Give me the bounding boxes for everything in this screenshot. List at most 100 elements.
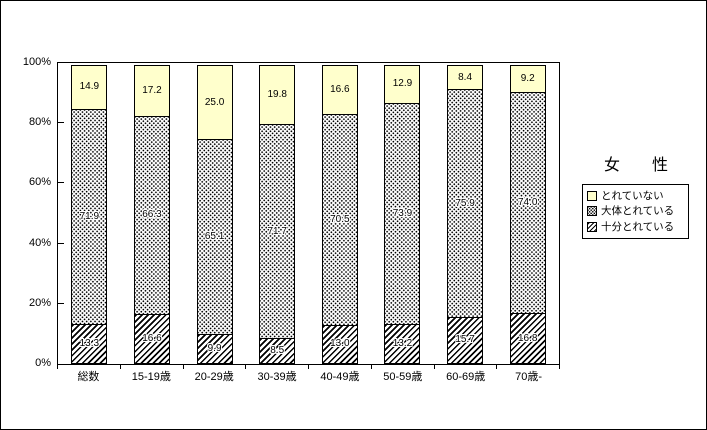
segment-value-label: 16.6 bbox=[142, 333, 162, 345]
bar-segment: 12.9 bbox=[384, 65, 421, 104]
legend-item-not-taken: とれていない bbox=[587, 190, 684, 202]
bar-segment: 71.7 bbox=[259, 123, 296, 340]
segment-value-label: 65.1 bbox=[204, 231, 225, 243]
bar-segment: 14.9 bbox=[71, 65, 108, 110]
segment-value-label: 14.9 bbox=[79, 81, 100, 93]
plot-area: 14.9 71.9 13.3 17.2 66.3 16.6 25.0 65.1 9.9 19.8 7… bbox=[57, 62, 560, 365]
stacked-bar: 14.9 71.9 13.3 bbox=[71, 63, 108, 364]
segment-value-label: 13.2 bbox=[392, 338, 413, 350]
bar-segment: 75.9 bbox=[447, 89, 484, 318]
legend-swatch-hatch-icon bbox=[587, 222, 597, 233]
x-axis-category-label: 60-69歳 bbox=[446, 371, 486, 383]
stacked-bar: 8.4 75.9 15.7 bbox=[447, 63, 484, 364]
y-axis-tick-label: 20% bbox=[28, 296, 51, 309]
y-axis-tick bbox=[58, 182, 64, 183]
segment-value-label: 16.6 bbox=[330, 83, 350, 95]
x-axis-tick bbox=[434, 365, 435, 369]
bar-segment: 17.2 bbox=[133, 65, 170, 117]
segment-value-label: 74.0 bbox=[517, 197, 538, 209]
x-axis-category-label: 70歳- bbox=[515, 371, 543, 383]
bar-segment: 16.6 bbox=[133, 314, 170, 364]
segment-value-label: 75.9 bbox=[455, 197, 475, 209]
segment-value-label: 8.5 bbox=[270, 345, 285, 357]
bar-segment: 13.0 bbox=[321, 324, 358, 364]
bar-segment: 66.3 bbox=[133, 115, 170, 316]
chart-title: 女 性 bbox=[603, 157, 676, 174]
segment-value-label: 15.7 bbox=[455, 334, 475, 346]
stacked-bar: 12.9 73.9 13.2 bbox=[384, 63, 421, 364]
segment-value-label: 13.0 bbox=[330, 338, 350, 350]
bar-slot: 17.2 66.3 16.6 bbox=[121, 63, 184, 364]
segment-value-label: 71.9 bbox=[79, 210, 100, 222]
bar-slot: 12.9 73.9 13.2 bbox=[371, 63, 434, 364]
legend-item-mostly-taken: 大体とれている bbox=[587, 205, 684, 217]
bar-slot: 16.6 70.5 13.0 bbox=[309, 63, 372, 364]
stacked-bar: 9.2 74.0 16.8 bbox=[509, 63, 546, 364]
y-axis-tick-label: 60% bbox=[28, 176, 51, 189]
legend-swatch-dots-icon bbox=[587, 206, 597, 217]
y-axis-tick-label: 0% bbox=[35, 357, 51, 369]
legend-label: 十分とれている bbox=[601, 221, 675, 234]
legend-swatch-yellow-icon bbox=[587, 190, 597, 201]
segment-value-label: 9.2 bbox=[520, 72, 535, 84]
bar-segment: 8.5 bbox=[259, 338, 296, 364]
y-axis-tick-label: 40% bbox=[28, 236, 51, 249]
x-axis-tick bbox=[371, 365, 372, 369]
segment-value-label: 12.9 bbox=[392, 78, 413, 90]
x-axis-tick bbox=[57, 365, 58, 369]
x-axis-tick bbox=[120, 365, 121, 369]
x-axis-labels: 総数 15-19歳 20-29歳 30-39歳 40-49歳 50-59歳 60-69歳 70… bbox=[57, 371, 560, 384]
bar-segment: 16.6 bbox=[321, 65, 358, 115]
x-axis-tick bbox=[245, 365, 246, 369]
segment-value-label: 8.4 bbox=[458, 71, 473, 83]
bar-segment: 13.3 bbox=[71, 324, 108, 364]
stacked-bar: 25.0 65.1 9.9 bbox=[196, 63, 233, 364]
bar-segment: 19.8 bbox=[259, 65, 296, 125]
stacked-bar: 17.2 66.3 16.6 bbox=[133, 63, 170, 364]
y-axis-tick-label: 100% bbox=[22, 56, 51, 68]
bar-segment: 71.9 bbox=[71, 108, 108, 326]
x-axis-category-label: 20-29歳 bbox=[194, 371, 234, 383]
x-axis-category-label: 50-59歳 bbox=[383, 371, 423, 383]
x-axis-tick bbox=[183, 365, 184, 369]
bar-slot: 19.8 71.7 8.5 bbox=[246, 63, 309, 364]
x-axis-category-label: 15-19歳 bbox=[131, 371, 171, 383]
x-axis-tick bbox=[559, 365, 560, 369]
segment-value-label: 25.0 bbox=[204, 96, 225, 108]
y-axis-tick-label: 80% bbox=[28, 116, 51, 129]
segment-value-label: 16.8 bbox=[517, 332, 538, 344]
bar-segment: 9.2 bbox=[509, 65, 546, 93]
segment-value-label: 17.2 bbox=[142, 84, 162, 96]
stacked-bar: 16.6 70.5 13.0 bbox=[321, 63, 358, 364]
stacked-bar: 19.8 71.7 8.5 bbox=[259, 63, 296, 364]
bar-slot: 14.9 71.9 13.3 bbox=[58, 63, 121, 364]
bar-segment: 65.1 bbox=[196, 139, 233, 336]
bar-segment: 74.0 bbox=[509, 91, 546, 315]
x-axis-category-label: 総数 bbox=[77, 371, 100, 383]
legend-label: 大体とれている bbox=[601, 205, 675, 218]
y-axis-tick bbox=[58, 122, 64, 123]
x-axis-tick bbox=[496, 365, 497, 369]
legend-item-fully-taken: 十分とれている bbox=[587, 221, 684, 233]
bar-segment: 13.2 bbox=[384, 324, 421, 364]
bar-segment: 8.4 bbox=[447, 65, 484, 91]
bar-segment: 16.8 bbox=[509, 313, 546, 364]
bar-segment: 9.9 bbox=[196, 334, 233, 364]
bar-segment: 25.0 bbox=[196, 65, 233, 141]
segment-value-label: 19.8 bbox=[267, 88, 287, 100]
legend-label: とれていない bbox=[601, 189, 664, 202]
x-axis-tick bbox=[308, 365, 309, 369]
segment-value-label: 66.3 bbox=[142, 209, 162, 221]
y-axis-tick bbox=[58, 303, 64, 304]
bar-segment: 15.7 bbox=[447, 316, 484, 364]
bar-segment: 73.9 bbox=[384, 102, 421, 326]
segment-value-label: 71.7 bbox=[267, 225, 287, 237]
bar-slot: 8.4 75.9 15.7 bbox=[434, 63, 497, 364]
segment-value-label: 13.3 bbox=[79, 338, 100, 349]
y-axis-tick bbox=[58, 243, 64, 244]
legend-box: とれていない 大体とれている 十分とれている bbox=[582, 184, 689, 239]
bar-segment: 70.5 bbox=[321, 113, 358, 326]
segment-value-label: 70.5 bbox=[330, 213, 350, 225]
x-axis-category-label: 30-39歳 bbox=[257, 371, 297, 383]
